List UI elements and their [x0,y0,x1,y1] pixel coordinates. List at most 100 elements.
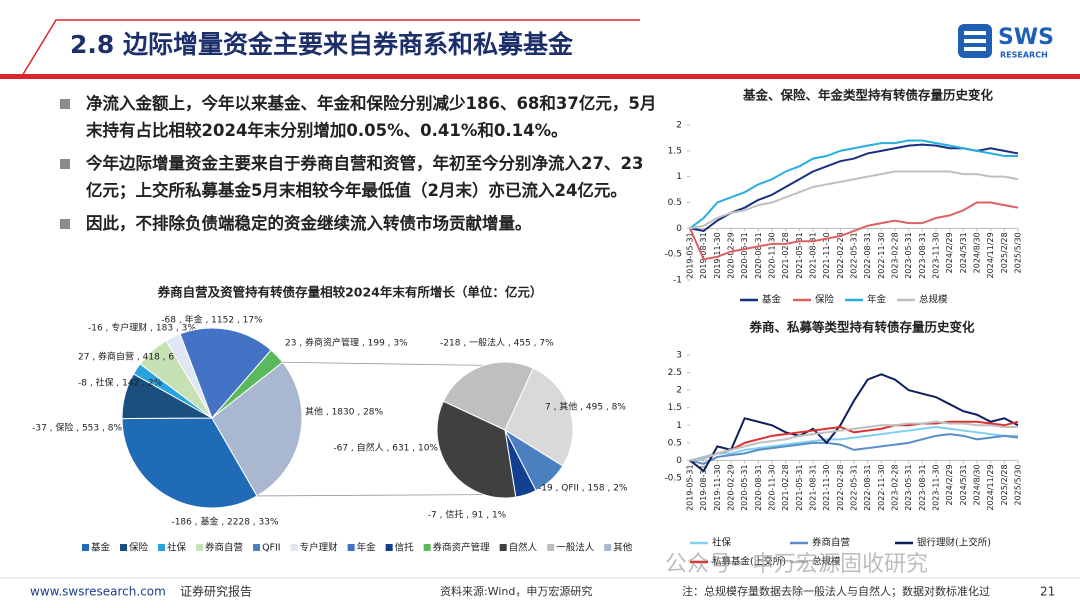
pie-slice [442,361,534,431]
chart-title: 券商、私募等类型持有转债存量历史变化 [748,320,975,335]
pie-slice [211,361,303,497]
x-tick-label: 2025/2/28 [1000,464,1009,505]
x-tick-label: 2019-08-31 [699,464,708,511]
x-tick-label: 2022-02-28 [836,464,845,511]
logo-stripe [964,31,986,35]
logo-text: SWS [998,25,1054,50]
x-tick-label: 2021-11-30 [822,232,831,278]
x-tick-label: 2021-05-31 [795,232,804,278]
legend-label: 社保 [167,542,187,554]
legend-label: 社保 [712,537,732,549]
legend-swatch [385,544,393,551]
y-tick-label: 2.5 [668,368,682,378]
series-line [689,426,1018,462]
legend-label: 券商自营 [205,542,243,554]
title-rule [0,74,1080,79]
x-tick-label: 2022-02-28 [836,232,845,278]
x-tick-label: 2020-05-31 [740,464,749,511]
x-tick-label: 2019-11-30 [713,232,722,278]
x-tick-label: 2024/8/30 [973,464,982,505]
series-line [689,143,1019,232]
y-tick-label: 1 [676,421,682,431]
legend-label: 保险 [129,542,149,554]
legend-label: 基金 [762,294,782,306]
chart-title: 基金、保险、年金类型持有转债存量历史变化 [742,88,994,103]
legend-swatch [290,544,298,551]
series-line [689,373,1019,473]
pie-slice [121,417,258,509]
x-tick-label: 2022-05-31 [850,464,859,511]
legend-label: 一般法人 [556,542,595,554]
y-tick-label: 1.5 [668,146,682,156]
x-tick-label: 2024/8/30 [973,232,982,273]
x-tick-label: 2023-11-30 [932,232,941,278]
x-tick-label: 2023-05-31 [904,232,913,278]
bullet: 因此，不排除负债端稳定的资金继续流入转债市场贡献增量。 [58,210,658,237]
x-tick-label: 2021-08-31 [809,232,818,278]
data-label: -37 , 保险 , 553 , 8% [32,422,122,434]
x-tick-label: 2022-11-30 [877,464,886,511]
legend-label: 保险 [815,294,835,306]
watermark: 公众号 · 申万宏源固收研究 [665,552,928,577]
x-tick-label: 2022-08-31 [863,464,872,511]
y-tick-label: 0.5 [668,198,682,208]
x-tick-label: 2020-08-31 [754,232,763,278]
legend-label: 信托 [395,542,415,554]
x-tick-label: 2019-11-30 [713,464,722,511]
x-tick-label: 2022-05-31 [850,232,859,278]
pie-slice [504,367,574,467]
y-tick-label: -0.5 [664,250,682,260]
legend-swatch [499,544,507,551]
legend-label: 券商资产管理 [433,542,491,554]
y-tick-label: 0 [676,224,682,234]
page-number: 21 [1040,585,1055,599]
x-tick-label: 2025/2/28 [1000,232,1009,273]
y-tick-label: 2 [676,386,682,396]
x-tick-label: 2023-11-30 [932,464,941,511]
legend-label: 自然人 [509,542,538,554]
footer-source: 资料来源:Wind，申万宏源研究 [440,584,592,598]
x-tick-label: 2023-02-28 [891,464,900,511]
data-label: -19 , QFII , 158 , 2% [538,484,628,494]
y-tick-label: 2 [676,121,682,131]
y-tick-label: -0.5 [664,474,682,484]
x-tick-label: 2023-08-31 [918,232,927,278]
legend-swatch [82,544,89,551]
data-label: -7 , 信托 , 91 , 1% [428,509,507,521]
legend-label: 基金 [91,542,111,554]
series-line [689,139,1018,230]
legend-swatch [604,544,612,551]
legend-label: 年金 [357,542,377,554]
logo-stripe [964,39,986,43]
pie-slice [179,327,272,419]
x-tick-label: 2024/5/31 [959,232,968,273]
y-tick-label: -1 [673,276,682,286]
data-label: 23 , 券商资产管理 , 199 , 3% [285,337,408,349]
x-tick-label: 2021-08-31 [809,464,818,511]
x-tick-label: 2024/2/29 [945,464,954,505]
legend-label: 总规模 [812,556,841,568]
legend-label: 券商自营 [812,537,850,549]
legend-label: 专户理财 [300,542,339,554]
x-tick-label: 2020-11-30 [768,464,777,511]
legend-swatch [120,544,128,551]
connector [256,494,485,497]
data-label: -8 , 社保 , 142 , 2% [78,377,163,389]
data-label: 27 , 券商自营 , 418 , 6% [78,351,183,363]
series-line [689,433,1019,466]
y-tick-label: 1 [676,172,682,182]
footer-website: www.swsresearch.com [30,585,166,599]
x-tick-label: 2023-08-31 [918,464,927,511]
x-tick-label: 2023-05-31 [904,464,913,511]
y-tick-label: 0 [676,456,682,466]
legend-swatch [253,544,261,551]
x-tick-label: 2025/5/30 [1014,232,1023,273]
legend-swatch [547,544,555,551]
x-tick-label: 2024/11/29 [986,232,995,278]
x-tick-label: 2019-05-31 [686,232,695,278]
x-tick-label: 2024/11/29 [986,464,995,510]
legend-swatch [347,544,355,551]
legend-swatch [158,544,166,551]
x-tick-label: 2025/5/30 [1014,464,1023,505]
